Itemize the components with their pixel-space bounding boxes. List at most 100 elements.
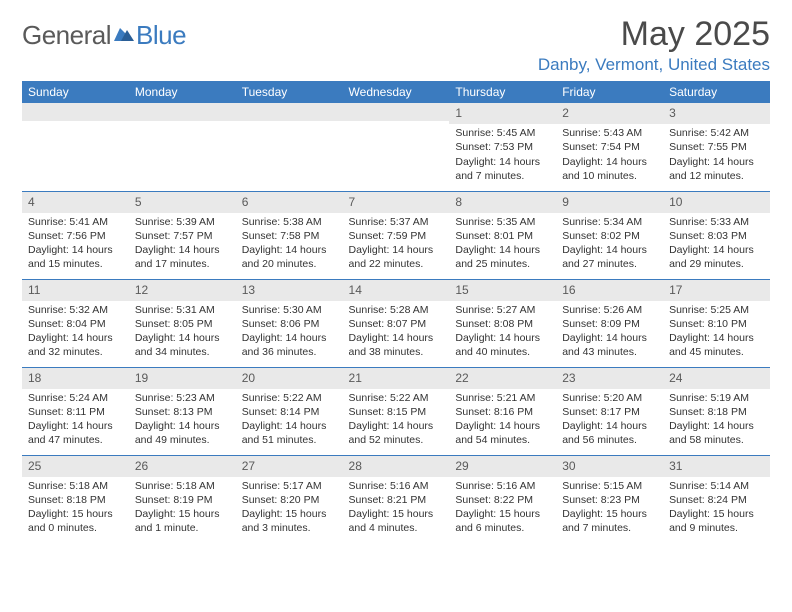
daylight-text: Daylight: 14 hours and 27 minutes.	[562, 243, 657, 271]
day-details: Sunrise: 5:20 AMSunset: 8:17 PMDaylight:…	[556, 389, 663, 452]
sunset-text: Sunset: 8:24 PM	[669, 493, 764, 507]
sunset-text: Sunset: 8:05 PM	[135, 317, 230, 331]
calendar-day-cell: 25Sunrise: 5:18 AMSunset: 8:18 PMDayligh…	[22, 455, 129, 543]
weekday-header: Thursday	[449, 81, 556, 103]
sunrise-text: Sunrise: 5:16 AM	[349, 479, 444, 493]
calendar-page: General Blue May 2025 Danby, Vermont, Un…	[0, 0, 792, 612]
calendar-day-cell: 9 Sunrise: 5:34 AMSunset: 8:02 PMDaylight…	[556, 191, 663, 279]
day-number: 26	[129, 456, 236, 477]
sunset-text: Sunset: 8:19 PM	[135, 493, 230, 507]
sunset-text: Sunset: 8:10 PM	[669, 317, 764, 331]
calendar-day-cell: 20Sunrise: 5:22 AMSunset: 8:14 PMDayligh…	[236, 367, 343, 455]
daylight-text: Daylight: 14 hours and 40 minutes.	[455, 331, 550, 359]
sunset-text: Sunset: 8:14 PM	[242, 405, 337, 419]
calendar-day-cell: 21Sunrise: 5:22 AMSunset: 8:15 PMDayligh…	[343, 367, 450, 455]
day-details: Sunrise: 5:31 AMSunset: 8:05 PMDaylight:…	[129, 301, 236, 364]
sunset-text: Sunset: 7:55 PM	[669, 140, 764, 154]
daylight-text: Daylight: 15 hours and 1 minute.	[135, 507, 230, 535]
day-number: 9	[556, 192, 663, 213]
sunrise-text: Sunrise: 5:23 AM	[135, 391, 230, 405]
day-number: 10	[663, 192, 770, 213]
sunrise-text: Sunrise: 5:45 AM	[455, 126, 550, 140]
calendar-day-cell: 4Sunrise: 5:41 AMSunset: 7:56 PMDaylight…	[22, 191, 129, 279]
sunrise-text: Sunrise: 5:25 AM	[669, 303, 764, 317]
sunrise-text: Sunrise: 5:31 AM	[135, 303, 230, 317]
day-details: Sunrise: 5:18 AMSunset: 8:19 PMDaylight:…	[129, 477, 236, 540]
daylight-text: Daylight: 15 hours and 6 minutes.	[455, 507, 550, 535]
day-number: 11	[22, 280, 129, 301]
daylight-text: Daylight: 14 hours and 34 minutes.	[135, 331, 230, 359]
day-number: 28	[343, 456, 450, 477]
day-number: 15	[449, 280, 556, 301]
day-details: Sunrise: 5:19 AMSunset: 8:18 PMDaylight:…	[663, 389, 770, 452]
day-details: Sunrise: 5:28 AMSunset: 8:07 PMDaylight:…	[343, 301, 450, 364]
sunset-text: Sunset: 8:01 PM	[455, 229, 550, 243]
day-number: 1	[449, 103, 556, 124]
logo-text-2: Blue	[136, 20, 186, 51]
day-details: Sunrise: 5:27 AMSunset: 8:08 PMDaylight:…	[449, 301, 556, 364]
calendar-day-cell: 12Sunrise: 5:31 AMSunset: 8:05 PMDayligh…	[129, 279, 236, 367]
day-number: 17	[663, 280, 770, 301]
day-number: 20	[236, 368, 343, 389]
sunset-text: Sunset: 8:02 PM	[562, 229, 657, 243]
daylight-text: Daylight: 14 hours and 47 minutes.	[28, 419, 123, 447]
calendar-day-cell: 26Sunrise: 5:18 AMSunset: 8:19 PMDayligh…	[129, 455, 236, 543]
sunset-text: Sunset: 8:13 PM	[135, 405, 230, 419]
weekday-header-row: Sunday Monday Tuesday Wednesday Thursday…	[22, 81, 770, 103]
sunrise-text: Sunrise: 5:34 AM	[562, 215, 657, 229]
sunset-text: Sunset: 8:03 PM	[669, 229, 764, 243]
day-details: Sunrise: 5:39 AMSunset: 7:57 PMDaylight:…	[129, 213, 236, 276]
weekday-header: Sunday	[22, 81, 129, 103]
daylight-text: Daylight: 14 hours and 36 minutes.	[242, 331, 337, 359]
day-details: Sunrise: 5:24 AMSunset: 8:11 PMDaylight:…	[22, 389, 129, 452]
calendar-day-cell	[236, 103, 343, 191]
sunrise-text: Sunrise: 5:20 AM	[562, 391, 657, 405]
daylight-text: Daylight: 14 hours and 29 minutes.	[669, 243, 764, 271]
sunrise-text: Sunrise: 5:38 AM	[242, 215, 337, 229]
daylight-text: Daylight: 14 hours and 51 minutes.	[242, 419, 337, 447]
sunset-text: Sunset: 7:59 PM	[349, 229, 444, 243]
day-details: Sunrise: 5:30 AMSunset: 8:06 PMDaylight:…	[236, 301, 343, 364]
sunset-text: Sunset: 7:57 PM	[135, 229, 230, 243]
sunset-text: Sunset: 7:56 PM	[28, 229, 123, 243]
day-number	[129, 103, 236, 121]
month-title: May 2025	[538, 16, 770, 53]
daylight-text: Daylight: 14 hours and 25 minutes.	[455, 243, 550, 271]
calendar-day-cell: 3Sunrise: 5:42 AMSunset: 7:55 PMDaylight…	[663, 103, 770, 191]
daylight-text: Daylight: 15 hours and 9 minutes.	[669, 507, 764, 535]
day-number: 7	[343, 192, 450, 213]
sunrise-text: Sunrise: 5:21 AM	[455, 391, 550, 405]
calendar-day-cell: 6Sunrise: 5:38 AMSunset: 7:58 PMDaylight…	[236, 191, 343, 279]
day-details: Sunrise: 5:17 AMSunset: 8:20 PMDaylight:…	[236, 477, 343, 540]
sunset-text: Sunset: 8:15 PM	[349, 405, 444, 419]
day-details: Sunrise: 5:38 AMSunset: 7:58 PMDaylight:…	[236, 213, 343, 276]
daylight-text: Daylight: 14 hours and 54 minutes.	[455, 419, 550, 447]
day-details: Sunrise: 5:33 AMSunset: 8:03 PMDaylight:…	[663, 213, 770, 276]
sunset-text: Sunset: 8:18 PM	[28, 493, 123, 507]
calendar-day-cell: 31Sunrise: 5:14 AMSunset: 8:24 PMDayligh…	[663, 455, 770, 543]
calendar-day-cell: 7Sunrise: 5:37 AMSunset: 7:59 PMDaylight…	[343, 191, 450, 279]
sunrise-text: Sunrise: 5:33 AM	[669, 215, 764, 229]
sunrise-text: Sunrise: 5:18 AM	[135, 479, 230, 493]
day-details: Sunrise: 5:15 AMSunset: 8:23 PMDaylight:…	[556, 477, 663, 540]
calendar-day-cell	[343, 103, 450, 191]
day-number: 5	[129, 192, 236, 213]
weekday-header: Friday	[556, 81, 663, 103]
day-details: Sunrise: 5:22 AMSunset: 8:14 PMDaylight:…	[236, 389, 343, 452]
calendar-day-cell: 29Sunrise: 5:16 AMSunset: 8:22 PMDayligh…	[449, 455, 556, 543]
calendar-day-cell	[22, 103, 129, 191]
day-number: 29	[449, 456, 556, 477]
weekday-header: Monday	[129, 81, 236, 103]
day-details: Sunrise: 5:41 AMSunset: 7:56 PMDaylight:…	[22, 213, 129, 276]
calendar-day-cell	[129, 103, 236, 191]
day-details: Sunrise: 5:14 AMSunset: 8:24 PMDaylight:…	[663, 477, 770, 540]
day-number: 16	[556, 280, 663, 301]
calendar-day-cell: 15Sunrise: 5:27 AMSunset: 8:08 PMDayligh…	[449, 279, 556, 367]
daylight-text: Daylight: 15 hours and 0 minutes.	[28, 507, 123, 535]
calendar-day-cell: 11Sunrise: 5:32 AMSunset: 8:04 PMDayligh…	[22, 279, 129, 367]
weekday-header: Tuesday	[236, 81, 343, 103]
sunset-text: Sunset: 8:11 PM	[28, 405, 123, 419]
sunrise-text: Sunrise: 5:26 AM	[562, 303, 657, 317]
day-details: Sunrise: 5:18 AMSunset: 8:18 PMDaylight:…	[22, 477, 129, 540]
sunset-text: Sunset: 8:17 PM	[562, 405, 657, 419]
